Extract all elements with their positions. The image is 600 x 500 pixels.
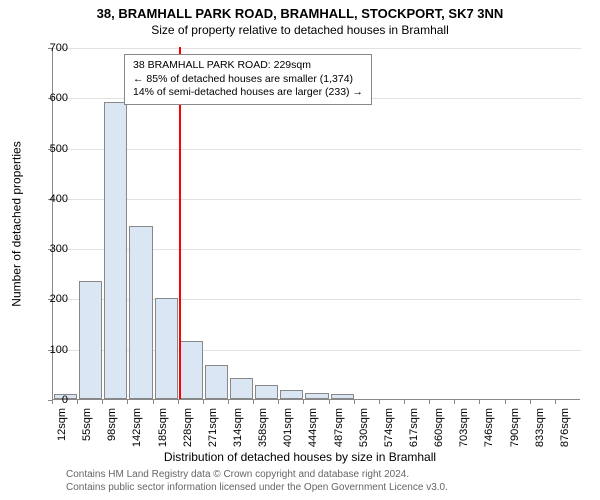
- x-tick-mark: [555, 400, 556, 404]
- gridline: [53, 199, 581, 200]
- footer-line1: Contains HM Land Registry data © Crown c…: [66, 469, 448, 482]
- x-tick-label: 703sqm: [458, 408, 470, 458]
- x-tick-mark: [178, 400, 179, 404]
- x-tick-mark: [479, 400, 480, 404]
- x-tick-label: 833sqm: [534, 408, 546, 458]
- y-axis-label: Number of detached properties: [10, 141, 24, 306]
- y-tick-label: 400: [38, 193, 68, 205]
- histogram-bar: [155, 298, 178, 399]
- x-tick-mark: [404, 400, 405, 404]
- x-tick-label: 660sqm: [433, 408, 445, 458]
- x-tick-mark: [454, 400, 455, 404]
- x-tick-mark: [303, 400, 304, 404]
- x-tick-label: 314sqm: [232, 408, 244, 458]
- x-tick-mark: [228, 400, 229, 404]
- histogram-bar: [79, 281, 102, 399]
- histogram-bar: [205, 365, 228, 399]
- x-tick-mark: [127, 400, 128, 404]
- footer-credits: Contains HM Land Registry data © Crown c…: [66, 469, 448, 494]
- x-tick-mark: [77, 400, 78, 404]
- histogram-bar: [255, 385, 278, 399]
- histogram-bar: [331, 394, 354, 399]
- x-tick-mark: [102, 400, 103, 404]
- y-axis-label-wrap: Number of detached properties: [8, 48, 26, 400]
- x-tick-mark: [203, 400, 204, 404]
- x-tick-label: 12sqm: [56, 408, 68, 458]
- x-tick-label: 228sqm: [182, 408, 194, 458]
- x-tick-label: 142sqm: [131, 408, 143, 458]
- x-tick-label: 487sqm: [333, 408, 345, 458]
- x-tick-mark: [505, 400, 506, 404]
- footer-line2: Contains public sector information licen…: [66, 482, 448, 495]
- gridline: [53, 149, 581, 150]
- x-tick-label: 876sqm: [559, 408, 571, 458]
- annotation-line2: ← 85% of detached houses are smaller (1,…: [133, 73, 363, 87]
- x-tick-mark: [52, 400, 53, 404]
- histogram-bar: [104, 102, 127, 399]
- x-tick-label: 55sqm: [81, 408, 93, 458]
- histogram-bar: [230, 378, 253, 399]
- x-tick-mark: [354, 400, 355, 404]
- x-tick-label: 746sqm: [483, 408, 495, 458]
- x-tick-mark: [379, 400, 380, 404]
- x-tick-label: 271sqm: [207, 408, 219, 458]
- x-tick-label: 185sqm: [157, 408, 169, 458]
- x-tick-label: 358sqm: [257, 408, 269, 458]
- chart-title-main: 38, BRAMHALL PARK ROAD, BRAMHALL, STOCKP…: [0, 0, 600, 21]
- gridline: [53, 48, 581, 49]
- chart-area: 38 BRAMHALL PARK ROAD: 229sqm ← 85% of d…: [52, 48, 580, 400]
- histogram-bar: [305, 393, 328, 399]
- y-tick-label: 600: [38, 92, 68, 104]
- x-tick-mark: [253, 400, 254, 404]
- y-tick-label: 700: [38, 42, 68, 54]
- annotation-line1: 38 BRAMHALL PARK ROAD: 229sqm: [133, 59, 363, 73]
- x-tick-mark: [429, 400, 430, 404]
- y-tick-label: 300: [38, 243, 68, 255]
- histogram-bar: [280, 390, 303, 399]
- annotation-box: 38 BRAMHALL PARK ROAD: 229sqm ← 85% of d…: [124, 54, 372, 105]
- histogram-bar: [180, 341, 203, 399]
- y-tick-label: 500: [38, 143, 68, 155]
- x-tick-mark: [153, 400, 154, 404]
- x-tick-label: 617sqm: [408, 408, 420, 458]
- x-tick-label: 574sqm: [383, 408, 395, 458]
- x-tick-mark: [278, 400, 279, 404]
- x-tick-label: 401sqm: [282, 408, 294, 458]
- x-tick-label: 98sqm: [106, 408, 118, 458]
- x-tick-label: 530sqm: [358, 408, 370, 458]
- x-tick-label: 790sqm: [509, 408, 521, 458]
- y-tick-label: 100: [38, 344, 68, 356]
- x-tick-label: 444sqm: [307, 408, 319, 458]
- x-tick-mark: [329, 400, 330, 404]
- chart-title-sub: Size of property relative to detached ho…: [0, 21, 600, 37]
- annotation-line3: 14% of semi-detached houses are larger (…: [133, 86, 363, 100]
- histogram-bar: [129, 226, 152, 399]
- y-tick-label: 0: [38, 394, 68, 406]
- x-tick-mark: [530, 400, 531, 404]
- y-tick-label: 200: [38, 293, 68, 305]
